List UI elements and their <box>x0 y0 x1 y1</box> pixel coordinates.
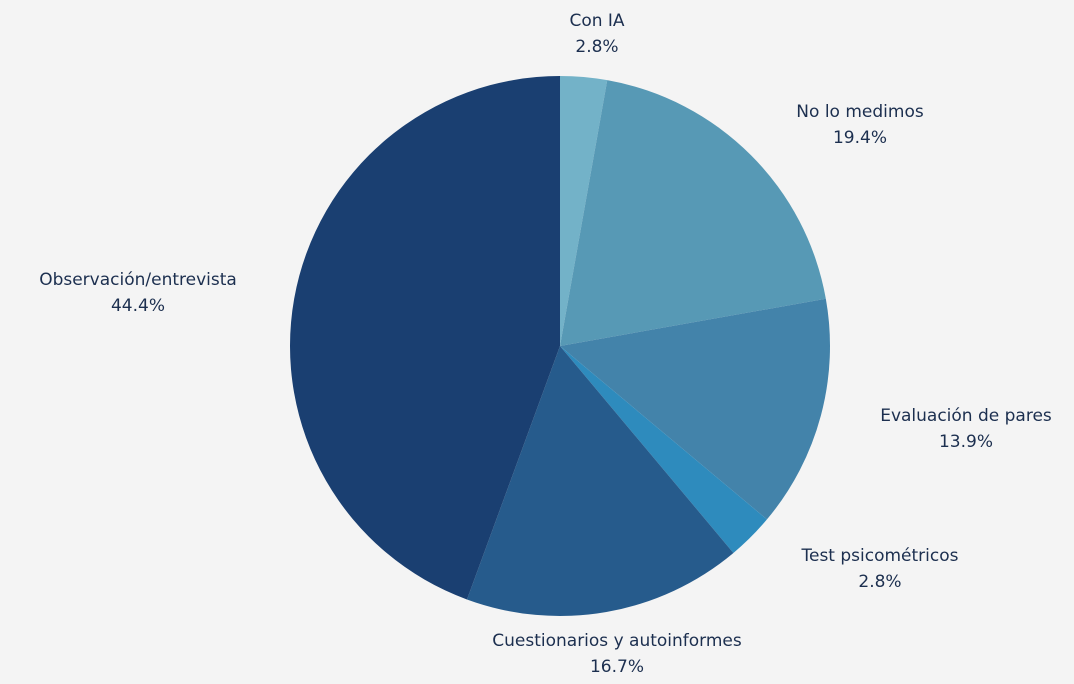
slice-value-label-3: 13.9% <box>939 432 993 452</box>
slice-value-label-2: 19.4% <box>833 128 887 148</box>
pie-slice-1 <box>560 76 608 346</box>
slice-value-label-4: 2.8% <box>858 572 901 592</box>
pie-slice-6 <box>289 76 560 600</box>
pie-slice-2 <box>560 80 826 347</box>
slice-label-2: No lo medimos <box>796 102 924 122</box>
slice-value-label-5: 16.7% <box>590 657 644 677</box>
pie-slice-3 <box>560 298 830 520</box>
pie-slice-5 <box>466 346 734 616</box>
slice-label-3: Evaluación de pares <box>880 406 1052 426</box>
slice-value-label-6: 44.4% <box>111 296 165 316</box>
slice-value-label-1: 2.8% <box>575 37 618 57</box>
slice-label-1: Con IA <box>569 11 624 31</box>
slice-label-4: Test psicométricos <box>800 546 958 566</box>
slice-label-6: Observación/entrevista <box>39 270 237 290</box>
slice-label-5: Cuestionarios y autoinformes <box>492 631 742 651</box>
pie-slice-4 <box>560 346 767 553</box>
